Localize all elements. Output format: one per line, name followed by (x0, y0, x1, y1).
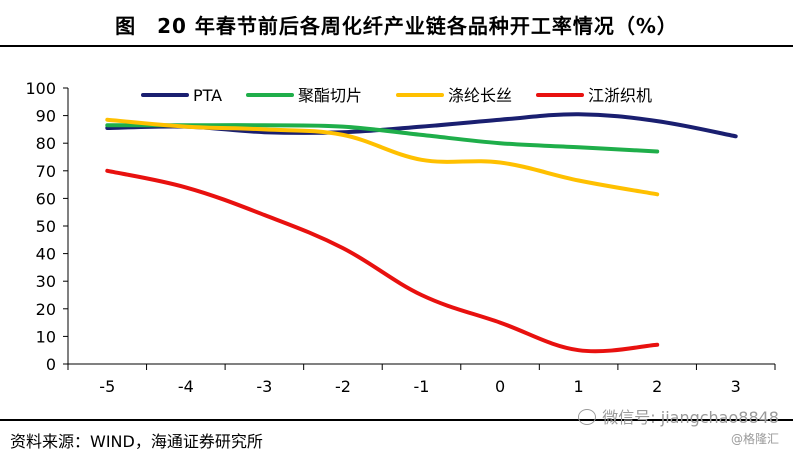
x-tick-label: -2 (335, 377, 351, 396)
y-tick-label: 60 (36, 189, 56, 208)
x-tick-label: 2 (652, 377, 662, 396)
y-tick-label: 20 (36, 300, 56, 319)
y-tick-label: 30 (36, 272, 56, 291)
x-tick-label: 0 (495, 377, 505, 396)
wechat-icon (578, 409, 597, 425)
x-tick-label: -3 (256, 377, 272, 396)
source-note: 资料来源：WIND，海通证券研究所 (10, 432, 263, 451)
legend-label-2: 聚酯切片 (298, 86, 362, 105)
series-line-4 (105, 168, 660, 354)
y-tick-label: 10 (36, 327, 56, 346)
x-tick-label: 3 (731, 377, 741, 396)
chart-header: 图 20 年春节前后各周化纤产业链各品种开工率情况（%） (0, 0, 793, 56)
y-tick-label: 80 (36, 134, 56, 153)
y-tick-label: 90 (36, 107, 56, 126)
legend-label-4: 江浙织机 (588, 86, 652, 105)
x-tick-label: 1 (574, 377, 584, 396)
x-tick-label: -1 (414, 377, 430, 396)
watermark: 微信号: jiangchao8848 (578, 404, 779, 428)
series-line-3 (105, 117, 660, 197)
y-tick-label: 0 (46, 355, 56, 374)
x-tick-label: -4 (178, 377, 194, 396)
legend-label-1: PTA (193, 86, 222, 105)
y-tick-label: 40 (36, 245, 56, 264)
watermark-text: 微信号: jiangchao8848 (602, 408, 779, 427)
top-rule (0, 45, 793, 47)
y-tick-label: 70 (36, 162, 56, 181)
legend-label-3: 涤纶长丝 (448, 86, 512, 105)
y-tick-label: 100 (25, 79, 56, 98)
chart-title: 图 20 年春节前后各周化纤产业链各品种开工率情况（%） (115, 14, 678, 38)
x-tick-label: -5 (99, 377, 115, 396)
watermark-brand: @格隆汇 (730, 432, 779, 446)
bottom-rule (0, 419, 793, 421)
y-tick-label: 50 (36, 217, 56, 236)
